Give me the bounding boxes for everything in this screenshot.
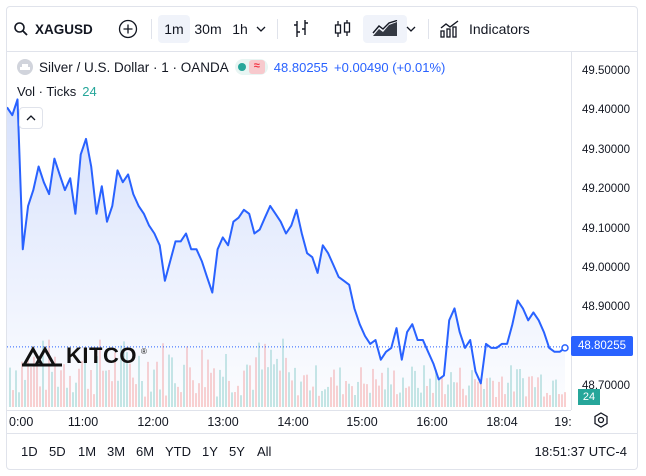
- toolbar-divider: [428, 19, 429, 39]
- range-1y-button[interactable]: 1Y: [202, 444, 218, 459]
- gear-icon: [594, 412, 608, 428]
- chart-settings-button[interactable]: [593, 412, 609, 428]
- volume-value: 24: [82, 84, 97, 99]
- range-3m-button[interactable]: 3M: [107, 444, 126, 459]
- range-5d-button[interactable]: 5D: [49, 444, 66, 459]
- plus-circle-icon: [118, 19, 138, 39]
- bars-icon: [294, 20, 308, 37]
- range-5y-button[interactable]: 5Y: [229, 444, 245, 459]
- range-6m-button[interactable]: 6M: [136, 444, 155, 459]
- market-open-dot: [237, 63, 246, 71]
- x-axis-label: 12:00: [137, 415, 169, 429]
- interval-1m-button[interactable]: 1m: [158, 15, 190, 43]
- range-all-button[interactable]: All: [257, 444, 272, 459]
- last-price: 48.80255: [273, 59, 329, 75]
- search-icon: [14, 22, 28, 36]
- y-axis-label: 49.00000: [582, 261, 630, 274]
- kitco-logo-text: KITCO: [66, 343, 137, 368]
- candles-icon: [334, 20, 351, 37]
- x-axis-label: 19:: [554, 415, 572, 429]
- toolbar-divider: [277, 19, 278, 39]
- symbol-title: Silver / U.S. Dollar · 1 · OANDA: [39, 59, 229, 75]
- price-chart[interactable]: [7, 52, 637, 425]
- utc-clock[interactable]: 18:51:37 UTC-4: [534, 444, 628, 459]
- x-axis-label: 11:00: [67, 415, 99, 429]
- toolbar-divider: [151, 19, 152, 39]
- top-toolbar: XAGUSD 1m 30m 1h Indicators: [7, 7, 637, 52]
- bar-style-button[interactable]: [287, 15, 315, 43]
- indicators-label: Indicators: [469, 21, 530, 37]
- y-axis-label: 49.40000: [582, 104, 630, 117]
- bottom-toolbar: 1D 5D 1M 3M 6M YTD 1Y 5Y All 18:51:37 UT…: [7, 433, 637, 469]
- x-axis-label: 13:00: [207, 415, 239, 429]
- data-delay-icon: ≈: [248, 60, 265, 74]
- chart-legend: Silver / U.S. Dollar · 1 · OANDA ≈ 48.80…: [17, 59, 445, 75]
- x-axis-label: 0:00: [9, 415, 34, 429]
- market-status[interactable]: ≈: [234, 59, 268, 75]
- x-axis-label: 15:00: [346, 415, 378, 429]
- candles-style-button[interactable]: [329, 15, 357, 43]
- y-axis-label: 49.30000: [582, 143, 630, 156]
- volume-label: Vol · Ticks: [17, 84, 77, 99]
- last-price-badge: 48.80255: [571, 336, 633, 356]
- range-ytd-button[interactable]: YTD: [165, 444, 191, 459]
- price-change: +0.00490 (+0.01%): [334, 59, 446, 75]
- time-axis[interactable]: 0:00 11:00 12:00 13:00 14:00 15:00 16:00 18:04 1…: [7, 410, 572, 433]
- price-area: [7, 99, 565, 408]
- interval-1h-button[interactable]: 1h: [232, 21, 248, 37]
- chevron-down-icon: [256, 26, 266, 32]
- x-axis-label: 14:00: [277, 415, 309, 429]
- last-point-marker: [561, 344, 569, 352]
- area-style-button[interactable]: [363, 15, 407, 43]
- silver-bars-icon: [17, 59, 33, 75]
- interval-30m-button[interactable]: 30m: [194, 21, 222, 37]
- range-1m-button[interactable]: 1M: [78, 444, 97, 459]
- price-axis[interactable]: 49.50000 49.40000 49.30000 49.20000 49.10000…: [571, 52, 637, 410]
- add-symbol-button[interactable]: [116, 15, 140, 43]
- volume-legend: Vol · Ticks 24: [17, 84, 97, 99]
- chart-widget: XAGUSD 1m 30m 1h Indicators: [6, 6, 638, 470]
- kitco-logo: KITCO ®: [22, 343, 147, 369]
- y-axis-label: 49.50000: [582, 64, 630, 77]
- indicators-button[interactable]: Indicators: [439, 15, 530, 43]
- symbol-label: XAGUSD: [35, 21, 93, 37]
- registered-mark: ®: [140, 346, 147, 356]
- volume-badge: 24: [578, 389, 600, 405]
- interval-dropdown-button[interactable]: [253, 15, 269, 43]
- y-axis-label: 49.10000: [582, 222, 630, 235]
- y-axis-label: 49.20000: [582, 183, 630, 196]
- price-line: [7, 98, 566, 385]
- symbol-search-button[interactable]: XAGUSD: [13, 15, 93, 43]
- chevron-down-icon: [406, 26, 416, 32]
- x-axis-label: 16:00: [416, 415, 448, 429]
- chevron-up-icon: [26, 115, 36, 121]
- kitco-mark-icon: [22, 345, 62, 367]
- collapse-legend-button[interactable]: [19, 107, 43, 129]
- indicators-icon: [440, 20, 459, 38]
- y-axis-label: 48.90000: [582, 301, 630, 314]
- x-axis-label: 18:04: [486, 415, 518, 429]
- chart-style-dropdown-button[interactable]: [403, 15, 419, 43]
- area-chart-icon: [372, 20, 398, 36]
- range-1d-button[interactable]: 1D: [21, 444, 38, 459]
